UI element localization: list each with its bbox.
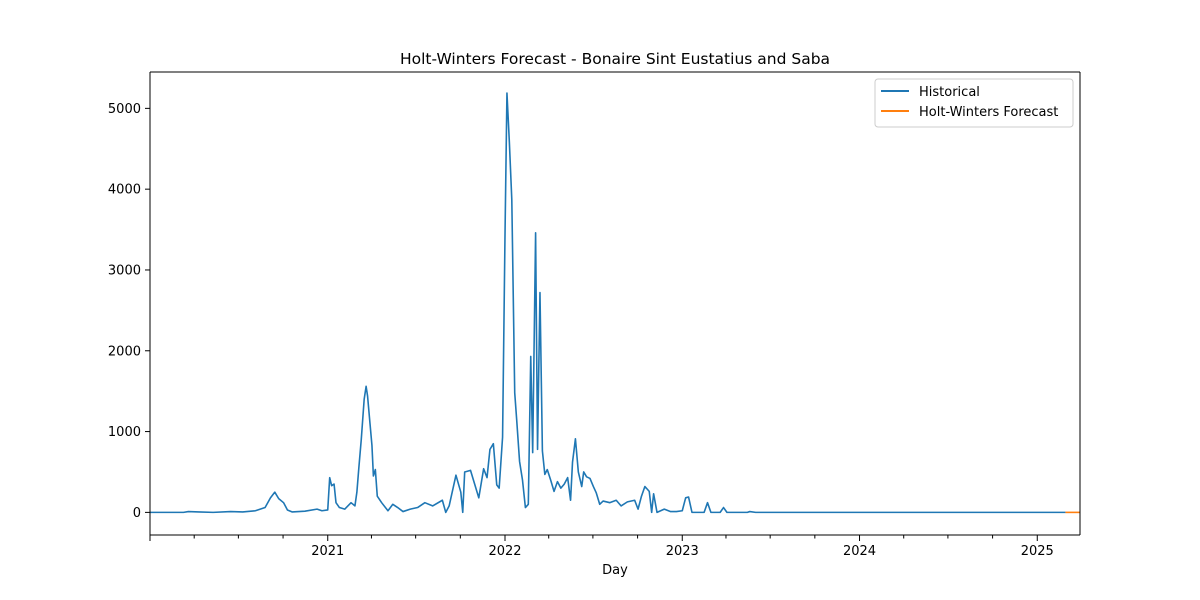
x-tick-label: 2023 (666, 544, 699, 559)
legend-label-historical: Historical (919, 85, 980, 100)
x-tick-label: 2022 (488, 544, 521, 559)
legend-label-forecast: Holt-Winters Forecast (919, 105, 1058, 120)
y-tick-label: 2000 (108, 344, 141, 359)
y-tick-label: 1000 (108, 425, 141, 440)
series-layer (150, 92, 1080, 514)
y-axis: 0 1000 2000 3000 4000 5000 (108, 102, 150, 521)
x-tick-label: 2021 (311, 544, 344, 559)
series-line-historical (150, 92, 1066, 514)
x-axis-title: Day (602, 563, 628, 578)
legend: Historical Holt-Winters Forecast (874, 78, 1074, 128)
chart-title: Holt-Winters Forecast - Bonaire Sint Eus… (400, 50, 830, 68)
x-axis: 2021 2022 2023 2024 2025 (149, 535, 1054, 559)
y-tick-label: 3000 (108, 263, 141, 278)
y-tick-label: 5000 (108, 102, 141, 117)
y-tick-label: 0 (133, 506, 141, 521)
plot-area (150, 72, 1080, 535)
x-tick-label: 2024 (843, 544, 876, 559)
x-tick-label: 2025 (1021, 544, 1054, 559)
legend-box (874, 78, 1074, 128)
y-tick-label: 4000 (108, 183, 141, 198)
